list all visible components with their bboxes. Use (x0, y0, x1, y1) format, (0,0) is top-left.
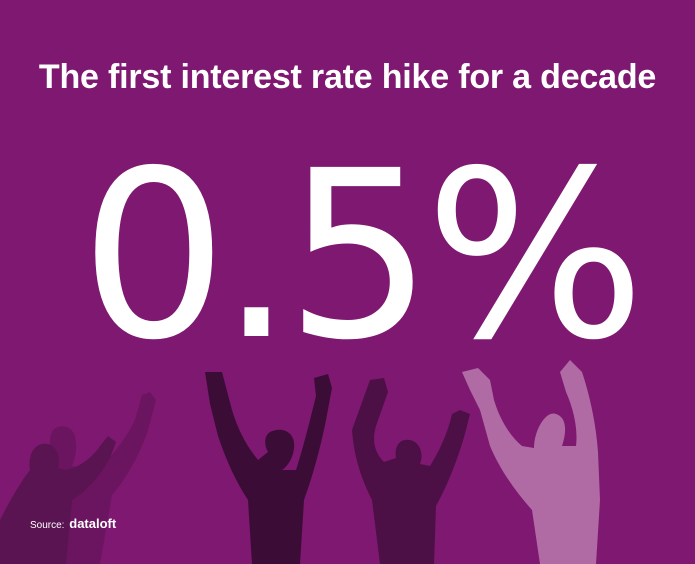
source-credit: Source: dataloft (30, 516, 116, 531)
source-brand: dataloft (69, 516, 117, 531)
crowd-silhouette-illustration (0, 360, 600, 564)
source-label: Source: (30, 520, 65, 531)
headline: The first interest rate hike for a decad… (38, 58, 657, 96)
silhouette-figure-dark-1 (205, 372, 332, 564)
silhouette-figure-left (49, 392, 156, 564)
silhouette-figure-dark-2 (352, 378, 470, 564)
interest-rate-stat: 0.5% (80, 121, 645, 391)
silhouette-figure-light (462, 360, 600, 564)
silhouette-figure-mid-left (0, 436, 116, 564)
